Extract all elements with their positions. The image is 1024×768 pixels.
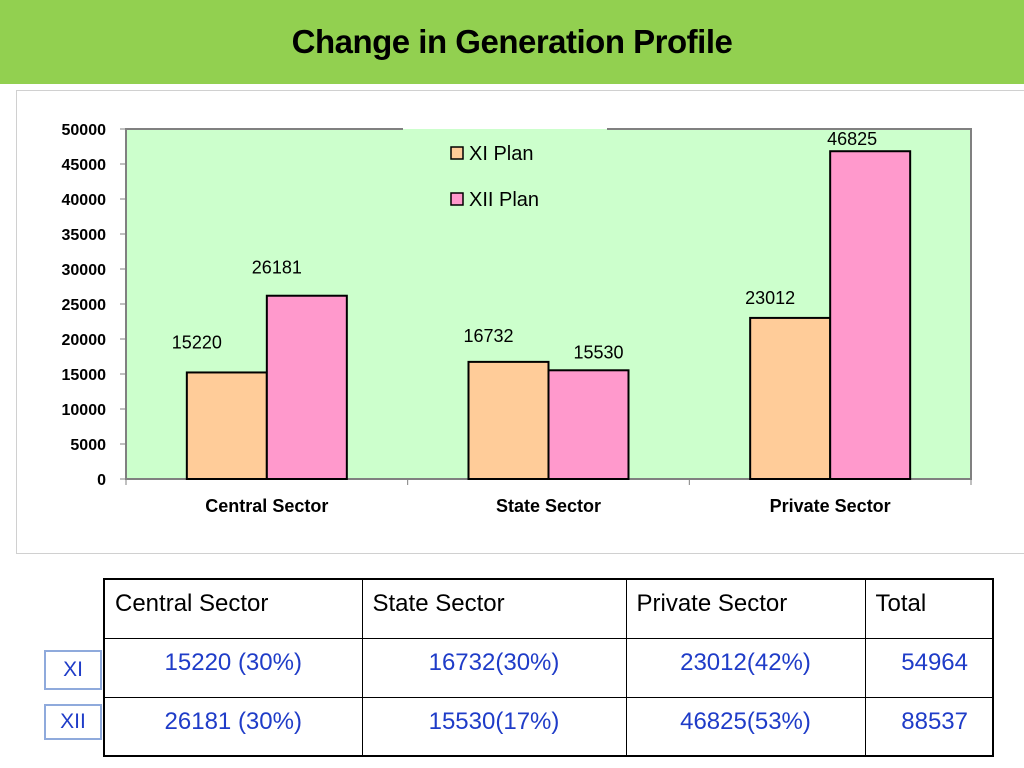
- bar-xii-plan: [829, 150, 912, 480]
- chart-frame: 0 5000 10000 15000 20000 25000 30000 35000 40000…: [16, 90, 1024, 554]
- legend-box: [403, 127, 607, 219]
- bar-xi-plan: [467, 360, 550, 481]
- y-tick-label: 15000: [62, 367, 107, 384]
- header-central-sector: Central Sector: [103, 578, 363, 639]
- data-label: 15220: [172, 332, 222, 352]
- bar-xi-plan: [185, 371, 268, 480]
- data-label: 16732: [463, 326, 513, 346]
- x-category-label: Private Sector: [770, 496, 891, 516]
- y-tick-label: 50000: [62, 122, 107, 139]
- bar-chart: 0 5000 10000 15000 20000 25000 30000 35000 40000…: [62, 122, 972, 516]
- legend-label: XI Plan: [469, 143, 533, 165]
- y-tick-label: 20000: [62, 332, 107, 349]
- y-tick-label: 30000: [62, 262, 107, 279]
- data-label: 46825: [827, 129, 877, 149]
- table-cell: 26181 (30%): [103, 696, 363, 757]
- data-label: 26181: [252, 258, 302, 278]
- row-label-xi: XI: [44, 650, 102, 690]
- page-title: Change in Generation Profile: [291, 23, 733, 60]
- title-bar: Change in Generation Profile: [0, 0, 1024, 84]
- row-label-xii: XII: [44, 704, 102, 740]
- bar-xi-plan: [749, 316, 832, 480]
- table-cell: 15220 (30%): [103, 637, 363, 698]
- legend-label: XII Plan: [469, 189, 539, 211]
- bar-xii-plan: [265, 294, 348, 480]
- y-tick-label: 5000: [70, 437, 106, 454]
- y-tick-label: 45000: [62, 157, 107, 174]
- table-row: 15220 (30%) 16732(30%) 23012(42%) 54964: [103, 637, 994, 698]
- table-cell: 15530(17%): [361, 696, 627, 757]
- table-header-row: Central Sector State Sector Private Sect…: [103, 578, 994, 639]
- x-category-label: State Sector: [496, 496, 601, 516]
- data-label: 15530: [573, 342, 623, 362]
- legend-top-mask: [403, 125, 607, 129]
- table-cell: 46825(53%): [625, 696, 866, 757]
- y-tick-label: 0: [97, 472, 106, 489]
- data-label: 23012: [745, 288, 795, 308]
- legend-swatch: [450, 146, 464, 160]
- table-cell: 88537: [864, 696, 994, 757]
- table-row: 26181 (30%) 15530(17%) 46825(53%) 88537: [103, 696, 994, 757]
- header-private-sector: Private Sector: [625, 578, 866, 639]
- table-cell: 23012(42%): [625, 637, 866, 698]
- bar-xii-plan: [547, 369, 630, 481]
- y-tick-label: 35000: [62, 227, 107, 244]
- x-category-label: Central Sector: [205, 496, 328, 516]
- y-tick-label: 40000: [62, 192, 107, 209]
- legend-swatch: [450, 192, 464, 206]
- table-cell: 16732(30%): [361, 637, 627, 698]
- header-state-sector: State Sector: [361, 578, 627, 639]
- y-tick-label: 10000: [62, 402, 107, 419]
- header-total: Total: [864, 578, 994, 639]
- y-tick-label: 25000: [62, 297, 107, 314]
- generation-table: Central Sector State Sector Private Sect…: [103, 578, 994, 757]
- table-cell: 54964: [864, 637, 994, 698]
- data-table-wrapper: Central Sector State Sector Private Sect…: [103, 578, 994, 757]
